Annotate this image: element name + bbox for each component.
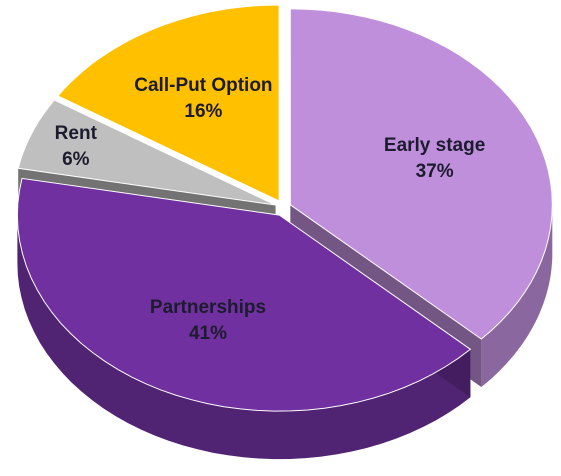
slice-label: Early stage [384, 135, 485, 156]
slice-value-label: 16% [184, 101, 222, 122]
slice [17, 99, 276, 206]
slice-label: Partnerships [150, 297, 266, 318]
slice-side [17, 215, 471, 460]
slice [16, 177, 472, 412]
slice-label: Rent [55, 123, 98, 144]
slice [57, 4, 280, 202]
slice-value-label: 6% [62, 149, 90, 170]
slice-side [481, 204, 553, 387]
slice-label: Call-Put Option [134, 75, 272, 96]
slice-value-label: 37% [416, 161, 454, 182]
slice [289, 8, 553, 340]
slice-value-label: 41% [189, 323, 227, 344]
